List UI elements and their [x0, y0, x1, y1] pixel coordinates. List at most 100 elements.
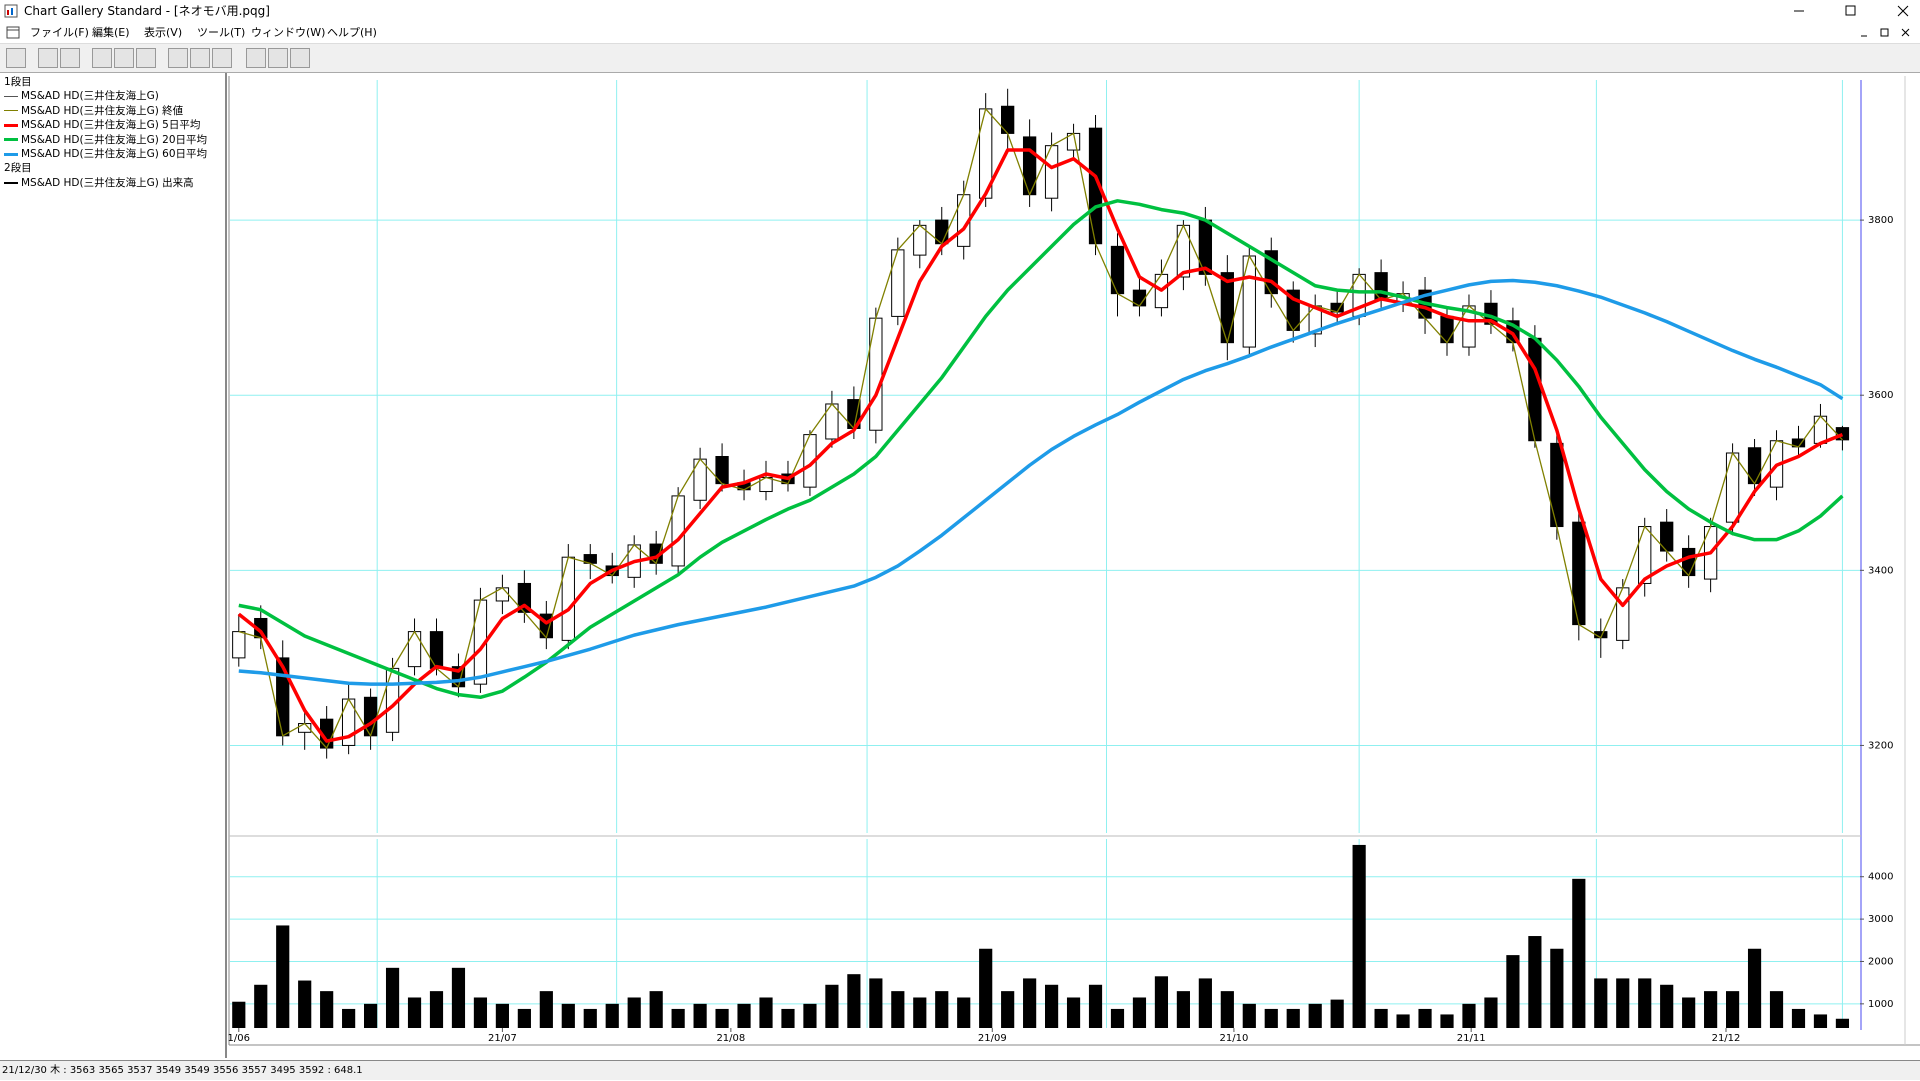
volume-bar	[1396, 1014, 1410, 1028]
tool-button[interactable]	[168, 48, 188, 68]
tool-button[interactable]	[268, 48, 288, 68]
candle-body	[1220, 272, 1234, 344]
x-tick-label: 21/09	[978, 1033, 1007, 1044]
tool-button[interactable]	[136, 48, 156, 68]
tool-button[interactable]	[212, 48, 232, 68]
legend-entry: MS&AD HD(三井住友海上G)	[4, 89, 159, 103]
x-tick-label: 21/11	[1457, 1033, 1486, 1044]
volume-bar	[1198, 978, 1212, 1028]
volume-bar	[1616, 978, 1630, 1028]
legend-swatch	[4, 181, 18, 184]
menu-item[interactable]: 編集(E)	[92, 26, 130, 39]
mdi-controls[interactable]	[1855, 26, 1917, 40]
menu-item[interactable]: 表示(V)	[144, 26, 183, 39]
legend-entry: MS&AD HD(三井住友海上G) 20日平均	[4, 133, 207, 147]
volume-bar	[1374, 1008, 1388, 1028]
volume-bar	[1066, 997, 1081, 1028]
volume-bar	[1176, 991, 1190, 1028]
volume-bar	[1023, 978, 1037, 1028]
volume-bar	[1242, 1003, 1256, 1028]
volume-bar	[759, 997, 773, 1028]
tool-button[interactable]	[246, 48, 266, 68]
marks	[232, 88, 1850, 1028]
volume-bar	[957, 997, 971, 1028]
menu-item[interactable]: ツール(T)	[197, 26, 246, 39]
legend-text: MS&AD HD(三井住友海上G)	[21, 90, 159, 103]
candle-body	[891, 249, 905, 317]
volume-bar	[1220, 991, 1234, 1028]
volume-bar	[869, 978, 883, 1028]
title-bar: Chart Gallery Standard - [ネオモバ用.pqg]	[0, 0, 1920, 22]
legend-entry: MS&AD HD(三井住友海上G) 5日平均	[4, 118, 200, 132]
volume-bar	[1550, 948, 1564, 1028]
status-bar: 21/12/30 木 : 3563 3565 3537 3549 3549 35…	[0, 1060, 1920, 1080]
volume-bar	[385, 967, 400, 1028]
volume-bar	[847, 974, 861, 1028]
volume-bar	[1528, 936, 1542, 1028]
volume-bar	[649, 991, 663, 1028]
volume-bar	[1660, 984, 1674, 1028]
candle-body	[869, 317, 883, 431]
tool-button[interactable]	[6, 48, 26, 68]
legend-text: MS&AD HD(三井住友海上G) 60日平均	[21, 148, 208, 160]
toolbar	[0, 44, 1920, 73]
x-tick-label: 21/07	[488, 1033, 517, 1044]
candle-body	[429, 631, 444, 669]
volume-bar	[1682, 997, 1696, 1028]
volume-bar	[781, 1008, 795, 1028]
legend-swatch	[4, 138, 18, 142]
volume-bar	[1418, 1008, 1432, 1028]
y-tick-label: 3400	[1868, 565, 1893, 576]
volume-bar	[561, 1003, 575, 1028]
candle-body	[1044, 145, 1059, 199]
volume-bar	[1506, 955, 1520, 1028]
legend-text: 1段目	[4, 76, 32, 88]
volume-bar	[1045, 984, 1059, 1028]
volume-bar	[1286, 1008, 1300, 1028]
window-controls[interactable]	[1780, 0, 1920, 22]
volume-bar	[891, 991, 905, 1028]
tool-button[interactable]	[60, 48, 80, 68]
volume-bar	[583, 1008, 597, 1028]
tool-button[interactable]	[38, 48, 58, 68]
moving-average	[238, 278, 1844, 686]
tool-button[interactable]	[114, 48, 134, 68]
legend-text: MS&AD HD(三井住友海上G) 出来高	[21, 176, 194, 189]
y-tick-label: 1000	[1868, 999, 1893, 1010]
tool-button[interactable]	[290, 48, 310, 68]
y-tick-label: 3800	[1868, 215, 1893, 226]
menu-item[interactable]: ファイル(F)	[30, 26, 89, 39]
legend-swatch	[4, 95, 18, 97]
volume-bar	[803, 1003, 817, 1028]
tool-button[interactable]	[190, 48, 210, 68]
legend-swatch	[4, 152, 18, 156]
volume-bar	[495, 1003, 509, 1028]
volume-bar	[1835, 1018, 1850, 1028]
volume-bar	[342, 1008, 356, 1028]
moving-average	[237, 148, 1844, 743]
legend-heading: 2段目	[4, 161, 32, 175]
mdi-icon	[6, 26, 20, 39]
volume-bar	[1264, 1008, 1278, 1028]
volume-bar	[671, 1008, 685, 1028]
x-tick-label: 21/08	[716, 1033, 745, 1044]
volume-bar	[979, 948, 993, 1028]
y-tick-label: 3000	[1868, 914, 1893, 925]
volume-bar	[517, 1008, 531, 1028]
legend-panel: 1段目 MS&AD HD(三井住友海上G) MS&AD HD(三井住友海上G) 終値…	[0, 73, 227, 1058]
volume-bar	[1704, 991, 1718, 1028]
volume-bar	[407, 997, 422, 1028]
menu-item[interactable]: ヘルプ(H)	[327, 26, 377, 39]
x-tick-label: 21/10	[1220, 1033, 1249, 1044]
volume-bar	[539, 991, 553, 1028]
volume-bar	[1462, 1003, 1476, 1028]
legend-heading: 1段目	[4, 75, 32, 89]
menu-item[interactable]: ウィンドウ(W)	[251, 26, 326, 39]
candle-body	[363, 696, 378, 737]
y-tick-label: 4000	[1868, 872, 1893, 883]
volume-bar	[1154, 976, 1169, 1028]
tool-button[interactable]	[92, 48, 112, 68]
